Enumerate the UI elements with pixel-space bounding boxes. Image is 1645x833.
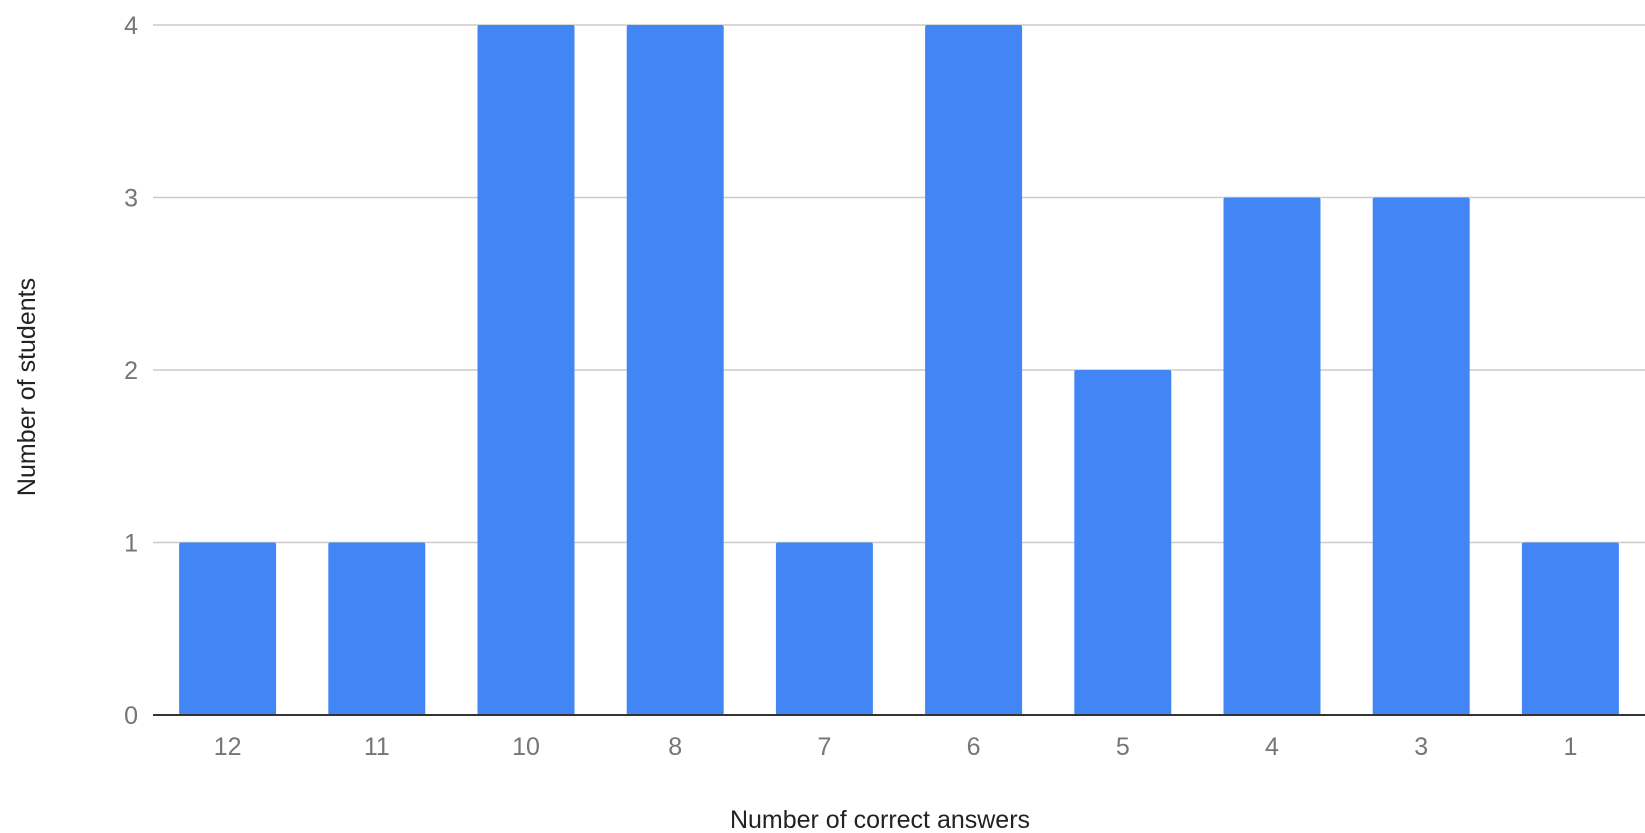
bar xyxy=(1372,197,1470,715)
y-tick-label: 1 xyxy=(124,530,138,558)
x-tick-label: 7 xyxy=(817,733,831,761)
y-tick-label: 3 xyxy=(124,185,138,213)
x-axis-title: Number of correct answers xyxy=(730,806,1030,833)
bar xyxy=(775,542,873,715)
x-tick-label: 6 xyxy=(967,733,981,761)
x-tick-label: 4 xyxy=(1265,733,1279,761)
y-tick-labels: 0 1 2 3 4 xyxy=(124,12,138,730)
bar xyxy=(1521,542,1619,715)
x-tick-labels: 12 11 10 8 7 6 5 4 3 1 xyxy=(214,733,1578,761)
y-tick-label: 4 xyxy=(124,12,138,40)
bar xyxy=(328,542,426,715)
y-axis-title: Number of students xyxy=(13,278,41,496)
bar xyxy=(477,25,575,715)
x-tick-label: 8 xyxy=(668,733,682,761)
bar xyxy=(925,25,1023,715)
x-tick-label: 10 xyxy=(512,733,540,761)
x-tick-label: 3 xyxy=(1414,733,1428,761)
x-tick-label: 11 xyxy=(364,733,390,761)
bar xyxy=(1223,197,1321,715)
bar xyxy=(626,25,724,715)
y-tick-label: 0 xyxy=(124,702,138,730)
bar xyxy=(179,542,277,715)
x-tick-label: 5 xyxy=(1116,733,1130,761)
bar xyxy=(1074,370,1172,715)
x-tick-label: 12 xyxy=(214,733,242,761)
bars xyxy=(179,25,1619,715)
y-tick-label: 2 xyxy=(124,357,138,385)
x-tick-label: 1 xyxy=(1563,733,1577,761)
